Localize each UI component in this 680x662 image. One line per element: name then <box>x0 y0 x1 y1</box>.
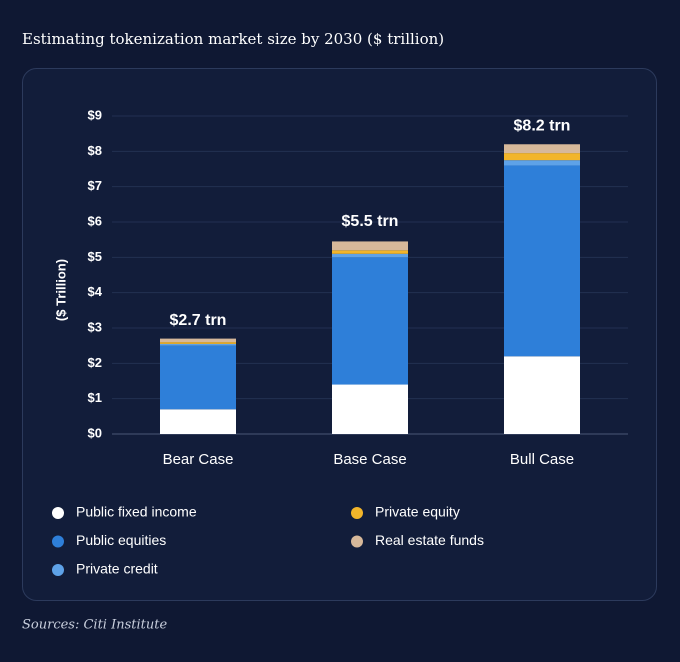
y-tick-label: $8 <box>88 143 102 158</box>
bar-segment <box>160 409 236 434</box>
bar-segment <box>160 338 236 343</box>
bar-segment <box>160 342 236 344</box>
bar-segment <box>504 160 580 166</box>
x-tick-label: Bull Case <box>510 451 574 468</box>
chart-title: Estimating tokenization market size by 2… <box>22 30 444 48</box>
legend-label: Private equity <box>375 504 460 520</box>
bar-segment <box>332 241 408 251</box>
legend-label: Real estate funds <box>375 532 484 548</box>
legend-swatch <box>351 535 363 548</box>
bar-segment <box>332 257 408 385</box>
source: Sources: Citi Institute <box>22 618 167 633</box>
legend-label: Private credit <box>76 561 158 577</box>
legend-label: Public fixed income <box>76 504 197 520</box>
y-tick-label: $1 <box>88 390 102 405</box>
bar-segment <box>504 356 580 434</box>
y-tick-label: $7 <box>88 178 102 193</box>
y-tick-label: $5 <box>88 249 102 264</box>
bar-segment <box>332 253 408 258</box>
legend-swatch <box>52 535 64 548</box>
legend-label: Public equities <box>76 532 166 548</box>
y-tick-label: $6 <box>88 213 102 228</box>
y-tick-label: $3 <box>88 319 102 334</box>
legend-swatch <box>351 507 363 519</box>
x-tick-label: Base Case <box>333 451 406 468</box>
bar-segment <box>160 343 236 346</box>
legend-swatch <box>52 507 64 519</box>
y-axis-label: ($ Trillion) <box>53 259 68 321</box>
y-tick-label: $4 <box>88 284 103 299</box>
bar-segment <box>504 165 580 357</box>
legend-swatch <box>52 564 64 576</box>
x-tick-label: Bear Case <box>163 451 234 468</box>
y-tick-label: $0 <box>88 425 102 440</box>
bar-segment <box>504 144 580 154</box>
total-label: $8.2 trn <box>514 117 571 134</box>
total-label: $2.7 trn <box>170 312 227 329</box>
total-label: $5.5 trn <box>342 213 399 230</box>
bar-segment <box>332 250 408 254</box>
y-tick-label: $9 <box>88 107 102 122</box>
bar-segment <box>332 384 408 434</box>
bar-segment <box>160 345 236 410</box>
bar-segment <box>504 153 580 161</box>
y-tick-label: $2 <box>88 355 102 370</box>
